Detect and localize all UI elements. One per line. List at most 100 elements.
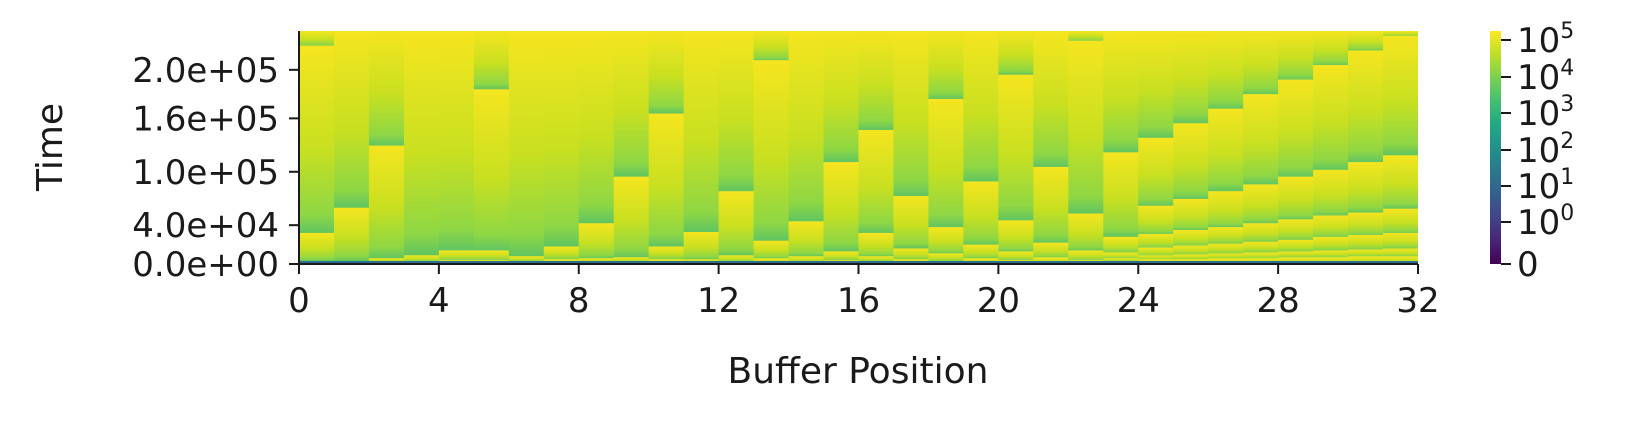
heatmap-cell bbox=[1348, 212, 1384, 236]
heatmap-cell bbox=[1173, 123, 1209, 200]
heatmap-cell bbox=[1278, 257, 1314, 264]
heatmap-cell bbox=[333, 207, 370, 262]
heatmap-cell bbox=[963, 31, 999, 182]
heatmap-cell bbox=[1383, 256, 1418, 264]
heatmap-cell bbox=[1383, 208, 1418, 234]
colorbar-tick-label: 100 bbox=[1517, 201, 1574, 243]
colorbar-tick-label: 0 bbox=[1517, 245, 1539, 285]
heatmap-cell bbox=[1138, 247, 1174, 256]
heatmap-cell bbox=[858, 256, 895, 262]
heatmap-cell bbox=[683, 231, 720, 260]
heatmap-cell bbox=[893, 248, 930, 260]
heatmap-cell bbox=[928, 253, 965, 262]
heatmap-cell bbox=[333, 31, 370, 209]
heatmap-cells bbox=[299, 31, 1418, 264]
heatmap-cell bbox=[683, 31, 720, 233]
heatmap-cell bbox=[998, 74, 1034, 221]
heatmap-cell bbox=[858, 130, 895, 234]
heatmap-cell bbox=[1208, 191, 1244, 228]
heatmap-cell bbox=[1348, 162, 1384, 213]
heatmap-cell bbox=[1068, 213, 1104, 251]
x-tick-label: 28 bbox=[1256, 281, 1299, 321]
heatmap-cell bbox=[403, 255, 440, 262]
x-tick-label: 0 bbox=[288, 281, 310, 321]
heatmap-cell bbox=[1313, 64, 1349, 171]
heatmap-cell bbox=[1033, 31, 1069, 168]
heatmap-cell bbox=[753, 31, 790, 61]
y-tick-label: 2.0e+05 bbox=[132, 51, 279, 91]
heatmap-cell bbox=[1243, 241, 1279, 253]
colorbar-gradient bbox=[1490, 31, 1501, 264]
heatmap-cell bbox=[1348, 50, 1384, 163]
heatmap-cell bbox=[578, 31, 615, 224]
y-axis-title: Time bbox=[30, 103, 71, 192]
y-tick-label: 4.0e+04 bbox=[132, 206, 279, 246]
heatmap-cell bbox=[1033, 242, 1069, 258]
heatmap-cell bbox=[963, 244, 999, 259]
heatmap-cell bbox=[368, 258, 405, 263]
heatmap-cell bbox=[1348, 31, 1384, 51]
heatmap-cell bbox=[613, 257, 650, 263]
heatmap-cell bbox=[368, 145, 405, 259]
colorbar-tick-label: 101 bbox=[1517, 165, 1574, 207]
x-tick-label: 20 bbox=[977, 281, 1020, 321]
heatmap-cell bbox=[473, 31, 510, 90]
x-tick-label: 4 bbox=[428, 281, 450, 321]
heatmap-cell bbox=[1383, 155, 1418, 210]
heatmap-cell bbox=[963, 181, 999, 245]
heatmap-cell bbox=[858, 232, 895, 257]
heatmap-cell bbox=[823, 251, 860, 261]
heatmap-cell bbox=[1138, 205, 1174, 235]
heatmap-cell bbox=[718, 31, 755, 192]
heatmap-cell bbox=[578, 223, 615, 259]
heatmap-cell bbox=[299, 232, 335, 262]
heatmap-cell bbox=[823, 162, 860, 252]
heatmap-cell bbox=[438, 31, 475, 251]
heatmap-cell bbox=[928, 98, 965, 228]
heatmap-cell bbox=[1348, 249, 1384, 257]
colorbar-tick-label: 103 bbox=[1517, 92, 1574, 134]
heatmap-cell bbox=[438, 250, 475, 261]
heatmap-cell bbox=[718, 191, 755, 256]
heatmap-cell bbox=[1033, 166, 1069, 244]
heatmap-cell bbox=[998, 251, 1034, 261]
x-tick-label: 24 bbox=[1117, 281, 1160, 321]
heatmap-cell bbox=[1208, 253, 1244, 259]
heatmap-cell bbox=[1243, 31, 1279, 95]
heatmap-cell bbox=[648, 113, 685, 247]
heatmap-cell bbox=[1243, 94, 1279, 185]
heatmap-cell bbox=[998, 220, 1034, 252]
colorbar-tick-label: 104 bbox=[1517, 56, 1574, 98]
heatmap-cell bbox=[683, 259, 720, 263]
heatmap-cell bbox=[403, 31, 440, 256]
x-axis: 0 4 8 12 16 20 24 28 32 bbox=[288, 263, 1440, 321]
heatmap-cell bbox=[1313, 215, 1349, 238]
heatmap-cell bbox=[1103, 258, 1139, 262]
heatmap-cell bbox=[998, 31, 1034, 76]
heatmap-cell bbox=[1278, 251, 1314, 258]
heatmap-cell bbox=[1173, 31, 1209, 124]
heatmap-cell bbox=[1208, 108, 1244, 192]
heatmap-cell bbox=[299, 45, 335, 234]
heatmap-cell bbox=[299, 31, 335, 46]
heatmap-cell bbox=[1208, 227, 1244, 245]
x-tick-label: 32 bbox=[1396, 281, 1439, 321]
heatmap-cell bbox=[1383, 31, 1418, 37]
heatmap-cell bbox=[1278, 176, 1314, 220]
heatmap-cell bbox=[1138, 31, 1174, 139]
heatmap-cell bbox=[928, 31, 965, 100]
heatmap-cell bbox=[648, 31, 685, 114]
heatmap-cell bbox=[1138, 137, 1174, 207]
heatmap-cell bbox=[1313, 250, 1349, 258]
heatmap-cell bbox=[753, 240, 790, 259]
heatmap-cell bbox=[1173, 245, 1209, 255]
heatmap-cell bbox=[753, 60, 790, 242]
x-tick-label: 16 bbox=[837, 281, 880, 321]
y-tick-label: 1.0e+05 bbox=[132, 153, 279, 193]
heatmap-cell bbox=[1383, 232, 1418, 249]
x-tick-label: 12 bbox=[697, 281, 740, 321]
heatmap-cell bbox=[543, 31, 580, 247]
heatmap-cell bbox=[1383, 35, 1418, 156]
heatmap-cell bbox=[1103, 152, 1139, 238]
